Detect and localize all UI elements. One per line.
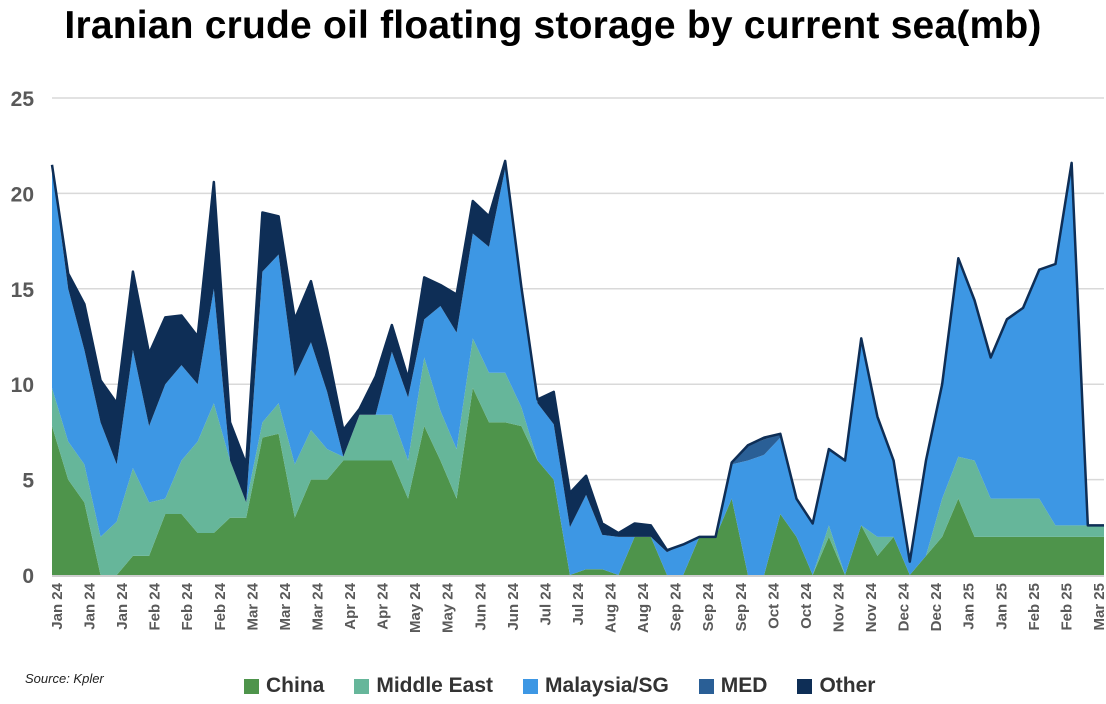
area-malaysia-sg [52,162,1104,575]
x-tick: Feb 24 [212,582,229,630]
x-tick: Sep 24 [733,582,750,631]
x-tick-label: Feb 25 [1026,583,1043,631]
x-tick-label: Mar 24 [244,582,261,630]
x-tick-label: Jan 25 [961,583,978,630]
x-tick-label: Jan 24 [49,582,66,629]
x-tick-label: Oct 24 [765,582,782,629]
x-tick: Mar 24 [309,582,326,630]
x-tick: Apr 24 [342,582,359,629]
x-tick-label: Apr 24 [375,582,392,629]
x-tick-label: May 24 [440,582,457,633]
x-tick-label: Mar 25 [1091,583,1106,631]
y-tick-label: 20 [11,183,34,206]
legend-label-other: Other [819,674,876,697]
x-tick: Mar 24 [277,582,294,630]
x-tick: Aug 24 [603,582,620,633]
x-tick: Nov 24 [863,582,880,632]
y-axis-ticks: 0 5 10 15 20 25 [11,88,35,588]
x-tick: Apr 24 [375,582,392,629]
x-tick: Nov 24 [830,582,847,632]
x-tick-label: Dec 24 [928,582,945,631]
x-tick-label: Feb 24 [179,582,196,630]
x-tick-label: Jun 24 [472,582,489,630]
legend-item-china: China [244,674,324,698]
x-tick: Mar 25 [1091,583,1106,631]
x-tick: Jul 24 [537,582,554,625]
legend: China Middle East Malaysia/SG MED Other [244,674,875,698]
source-note: Source: Kpler [25,671,104,686]
y-tick-label: 0 [22,565,34,588]
x-tick: Jun 24 [505,582,522,630]
x-tick: Dec 24 [896,582,913,631]
legend-label-middle-east: Middle East [376,674,494,697]
x-tick: Aug 24 [635,582,652,633]
x-tick-label: Sep 24 [700,582,717,631]
y-tick-label: 15 [11,279,35,302]
x-tick-label: Feb 24 [212,582,229,630]
x-tick: Oct 24 [765,582,782,629]
legend-label-china: China [266,674,325,697]
x-tick-label: Jun 24 [505,582,522,630]
x-tick: Jan 24 [82,582,99,629]
total-outline [50,159,1104,563]
legend-swatch-china [244,678,259,694]
legend-swatch-malaysia-sg [523,678,539,694]
legend-item-other: Other [797,674,875,698]
x-tick: Feb 24 [147,582,164,630]
y-tick-label: 25 [11,88,35,111]
x-tick: Dec 24 [928,582,945,631]
x-tick-label: May 24 [407,582,424,633]
x-tick-label: Apr 24 [342,582,359,629]
legend-swatch-other [797,678,813,694]
y-tick-label: 5 [22,470,34,493]
x-tick-label: Jul 24 [537,582,554,625]
x-tick-label: Aug 24 [603,582,620,633]
x-tick-label: Mar 24 [309,582,326,630]
x-tick-label: Nov 24 [863,582,880,632]
legend-label-med: MED [720,674,768,697]
x-tick: Sep 24 [700,582,717,631]
x-tick-label: Mar 24 [277,582,294,630]
x-tick: Jan 24 [49,582,66,629]
x-tick: Jan 25 [993,583,1010,630]
x-tick-label: Feb 25 [1058,583,1075,631]
legend-swatch-med [698,678,714,694]
x-tick-label: Sep 24 [733,582,750,631]
x-tick: Jan 24 [114,582,131,629]
x-tick: Feb 25 [1026,583,1043,631]
x-tick: May 24 [440,582,457,633]
series-areas [52,160,1104,575]
x-tick-label: Jan 25 [993,583,1010,630]
legend-item-malaysia-sg: Malaysia/SG [523,674,669,698]
area-china [52,388,1104,575]
legend-swatch-middle-east [354,678,370,694]
total-line [50,159,1104,563]
x-tick-label: Nov 24 [830,582,847,632]
x-tick: Sep 24 [668,582,685,631]
stacked-area-chart: 0 5 10 15 20 25 Jan 24 Jan 24 Jan 24 Feb 24 Feb 2… [11,88,1106,633]
x-tick: Jul 24 [570,582,587,625]
x-tick-label: Aug 24 [635,582,652,633]
x-tick-label: Sep 24 [668,582,685,631]
x-tick: Feb 25 [1058,583,1075,631]
legend-label-malaysia-sg: Malaysia/SG [545,674,669,697]
x-tick: Mar 24 [244,582,261,630]
x-tick: May 24 [407,582,424,633]
chart-title: Iranian crude oil floating storage by cu… [64,4,1042,47]
x-tick: Oct 24 [798,582,815,629]
x-axis-ticks: Jan 24 Jan 24 Jan 24 Feb 24 Feb 24 Feb 24 Mar … [49,582,1106,633]
x-tick-label: Oct 24 [798,582,815,629]
legend-item-middle-east: Middle East [354,674,493,698]
x-tick-label: Jul 24 [570,582,587,625]
x-tick-label: Dec 24 [896,582,913,631]
x-tick: Jun 24 [472,582,489,630]
x-tick: Jan 25 [961,583,978,630]
legend-item-med: MED [698,674,768,698]
x-tick-label: Feb 24 [147,582,164,630]
x-tick-label: Jan 24 [82,582,99,629]
y-tick-label: 10 [11,374,34,397]
x-tick: Feb 24 [179,582,196,630]
x-tick-label: Jan 24 [114,582,131,629]
